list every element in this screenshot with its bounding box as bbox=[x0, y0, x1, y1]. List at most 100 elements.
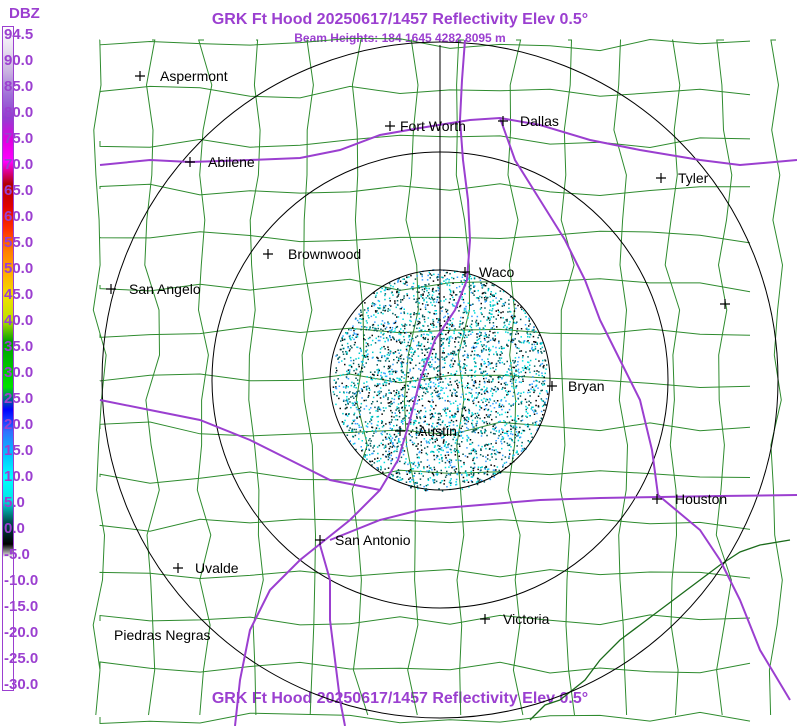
echo-pixel bbox=[394, 300, 396, 302]
echo-pixel bbox=[415, 430, 418, 432]
echo-pixel bbox=[442, 442, 445, 444]
echo-pixel bbox=[424, 306, 427, 308]
echo-pixel bbox=[436, 391, 439, 393]
echo-pixel bbox=[370, 344, 372, 346]
echo-pixel bbox=[358, 352, 361, 354]
echo-pixel bbox=[431, 290, 434, 292]
echo-pixel bbox=[512, 318, 515, 320]
beam-heights-subtitle: Beam Heights: 184 1645 4282 8095 m bbox=[294, 31, 506, 45]
echo-pixel bbox=[349, 440, 351, 442]
echo-pixel bbox=[532, 389, 535, 391]
echo-pixel bbox=[390, 460, 392, 462]
echo-pixel bbox=[440, 325, 442, 327]
echo-pixel bbox=[402, 409, 404, 412]
echo-pixel bbox=[444, 274, 446, 277]
echo-pixel bbox=[381, 413, 383, 415]
echo-pixel bbox=[474, 380, 477, 382]
echo-pixel bbox=[387, 397, 389, 399]
echo-pixel bbox=[409, 439, 411, 442]
legend-tick: 55.0 bbox=[4, 234, 34, 251]
echo-pixel bbox=[424, 373, 427, 375]
echo-pixel bbox=[431, 425, 433, 428]
echo-pixel bbox=[431, 288, 434, 291]
echo-pixel bbox=[476, 420, 478, 423]
echo-pixel bbox=[416, 327, 418, 330]
echo-pixel bbox=[452, 282, 454, 284]
echo-pixel bbox=[398, 410, 400, 412]
echo-pixel bbox=[458, 381, 461, 384]
echo-pixel bbox=[480, 399, 483, 401]
echo-pixel bbox=[338, 361, 340, 364]
echo-pixel bbox=[501, 413, 503, 416]
echo-pixel bbox=[365, 405, 368, 407]
echo-pixel bbox=[427, 400, 430, 402]
echo-pixel bbox=[351, 402, 354, 404]
echo-pixel bbox=[339, 374, 342, 377]
echo-pixel bbox=[493, 353, 495, 356]
echo-pixel bbox=[455, 459, 457, 461]
echo-pixel bbox=[437, 366, 439, 368]
legend-tick: 60.0 bbox=[4, 208, 34, 225]
echo-pixel bbox=[511, 382, 513, 385]
echo-pixel bbox=[423, 290, 425, 293]
echo-pixel bbox=[402, 447, 404, 449]
echo-pixel bbox=[454, 450, 457, 453]
echo-pixel bbox=[432, 326, 435, 328]
echo-pixel bbox=[347, 403, 349, 405]
echo-pixel bbox=[359, 322, 362, 324]
echo-pixel bbox=[365, 362, 367, 364]
echo-pixel bbox=[394, 302, 396, 304]
echo-pixel bbox=[514, 303, 516, 306]
echo-pixel bbox=[464, 409, 467, 412]
echo-pixel bbox=[405, 395, 408, 398]
echo-pixel bbox=[471, 394, 473, 397]
echo-pixel bbox=[507, 411, 509, 414]
echo-pixel bbox=[479, 368, 481, 370]
echo-pixel bbox=[457, 364, 460, 366]
echo-pixel bbox=[377, 371, 380, 373]
echo-pixel bbox=[402, 387, 404, 389]
echo-pixel bbox=[361, 390, 364, 392]
echo-pixel bbox=[520, 381, 522, 384]
page-title: GRK Ft Hood 20250617/1457 Reflectivity E… bbox=[211, 11, 589, 28]
echo-pixel bbox=[436, 296, 439, 298]
echo-pixel bbox=[515, 387, 517, 389]
echo-pixel bbox=[390, 473, 393, 476]
echo-pixel bbox=[474, 431, 476, 434]
echo-pixel bbox=[459, 320, 461, 322]
echo-pixel bbox=[442, 420, 444, 422]
echo-pixel bbox=[395, 340, 398, 343]
echo-pixel bbox=[522, 449, 524, 451]
echo-pixel bbox=[477, 466, 480, 468]
echo-pixel bbox=[378, 369, 380, 372]
echo-pixel bbox=[368, 329, 370, 331]
echo-pixel bbox=[368, 449, 371, 451]
echo-pixel bbox=[448, 284, 451, 287]
echo-pixel bbox=[466, 447, 468, 449]
echo-pixel bbox=[538, 381, 541, 383]
echo-pixel bbox=[532, 422, 534, 424]
echo-pixel bbox=[470, 376, 473, 379]
echo-pixel bbox=[437, 284, 439, 287]
echo-pixel bbox=[430, 467, 432, 469]
echo-pixel bbox=[507, 430, 510, 432]
echo-pixel bbox=[375, 385, 378, 388]
echo-pixel bbox=[419, 410, 421, 413]
echo-pixel bbox=[432, 348, 434, 350]
echo-pixel bbox=[395, 320, 397, 322]
echo-pixel bbox=[468, 410, 471, 412]
echo-pixel bbox=[455, 400, 457, 402]
echo-pixel bbox=[533, 341, 535, 343]
echo-pixel bbox=[507, 374, 509, 376]
echo-pixel bbox=[486, 387, 488, 389]
echo-pixel bbox=[397, 280, 399, 282]
echo-pixel bbox=[387, 402, 390, 404]
echo-pixel bbox=[432, 414, 434, 417]
echo-pixel bbox=[358, 426, 361, 428]
echo-pixel bbox=[390, 435, 392, 437]
echo-pixel bbox=[485, 300, 487, 302]
echo-pixel bbox=[379, 339, 381, 342]
echo-pixel bbox=[480, 469, 482, 471]
echo-pixel bbox=[366, 322, 368, 324]
